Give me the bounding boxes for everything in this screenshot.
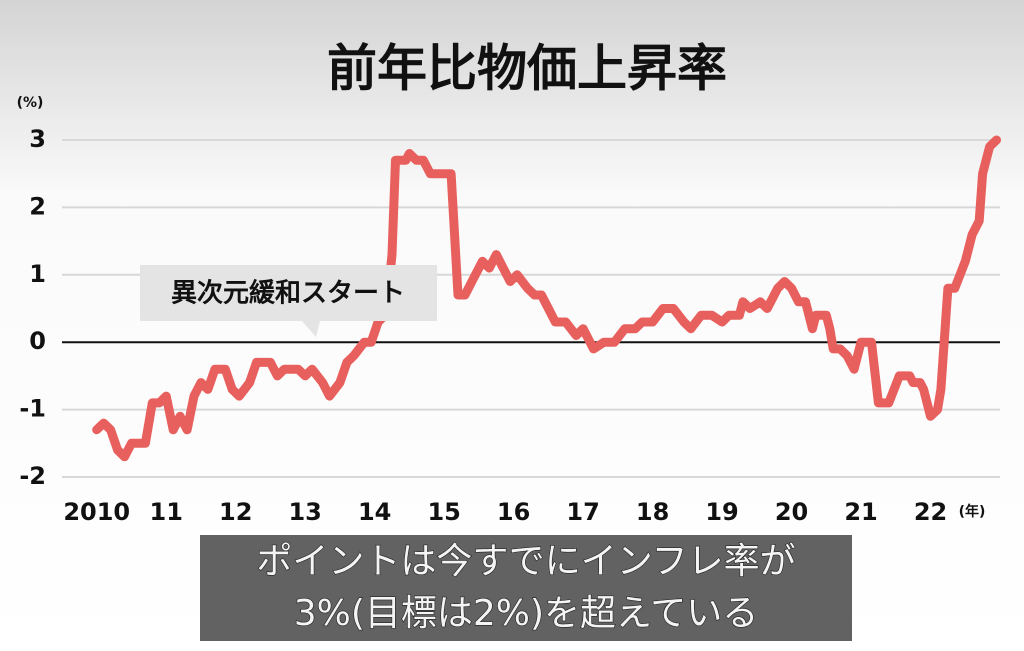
x-tick-label: 15 [427,498,460,526]
x-tick-label: 17 [566,498,599,526]
y-tick-label: -2 [19,462,46,490]
y-tick-label: 2 [29,192,46,220]
x-tick-label: 2010 [63,498,130,526]
x-tick-label: 18 [636,498,669,526]
y-unit: (%) [17,95,44,111]
y-tick-label: -1 [19,395,46,423]
x-tick-label: 19 [705,498,738,526]
y-tick-label: 1 [29,260,46,288]
annotation-pointer [302,321,320,337]
data-line [92,135,1001,462]
caption-box [200,535,852,641]
x-tick-label: 20 [775,498,808,526]
x-tick-label: 11 [150,498,183,526]
annotation-box [140,265,437,321]
annotation: 異次元緩和スタート [140,265,437,337]
caption-line: 3%(目標は2%)を超えている [294,593,759,634]
x-tick-label: 21 [844,498,877,526]
chart-title: 前年比物価上昇率 [327,40,727,98]
y-tick-label: 0 [29,327,46,355]
caption-line: ポイントは今すでにインフレ率が [256,541,795,582]
x-tick-label: 13 [288,498,321,526]
x-tick-label: 16 [497,498,530,526]
x-tick-label: 14 [358,498,391,526]
y-tick-label: 3 [29,125,46,153]
annotation-text: 異次元緩和スタート [171,279,405,309]
x-unit: (年) [959,503,986,520]
caption: ポイントは今すでにインフレ率が 3%(目標は2%)を超えている [200,535,852,641]
x-tick-label: 12 [219,498,252,526]
x-tick-label: 22 [914,498,947,526]
